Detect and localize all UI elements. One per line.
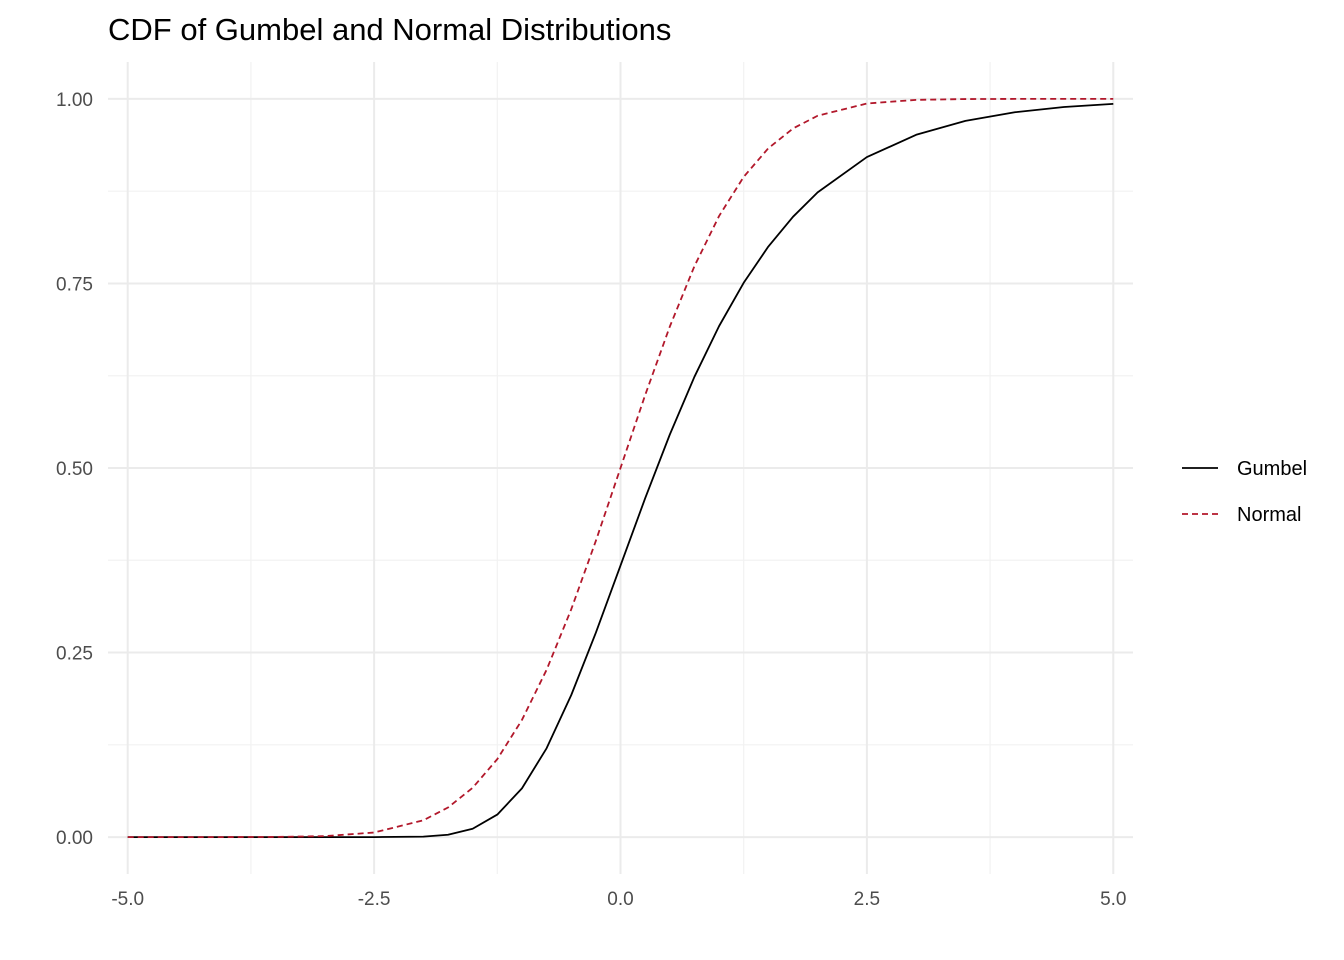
y-tick-label: 0.00 [56,828,93,849]
series-line-gumbel [127,102,1114,838]
y-tick-label: 0.75 [56,274,93,295]
chart-title: CDF of Gumbel and Normal Distributions [108,12,671,47]
y-axis-tick-labels: 0.00 0.25 0.50 0.75 1.00 [56,90,93,849]
x-tick-label: 2.5 [854,889,880,910]
x-axis-tick-labels: -5.0 -2.5 0.0 2.5 5.0 [111,889,1126,910]
y-tick-label: 0.25 [56,644,93,665]
x-tick-label: 0.0 [607,889,633,910]
x-tick-label: -5.0 [111,889,144,910]
x-tick-label: -2.5 [358,889,391,910]
y-tick-label: 0.50 [56,459,93,480]
legend: Gumbel Normal [1182,458,1307,526]
series-lines [127,98,1114,838]
grid-lines [108,62,1133,874]
series-line-normal [127,98,1114,838]
legend-label-gumbel: Gumbel [1237,458,1307,480]
y-tick-label: 1.00 [56,90,93,111]
x-tick-label: 5.0 [1100,889,1126,910]
legend-label-normal: Normal [1237,504,1301,526]
